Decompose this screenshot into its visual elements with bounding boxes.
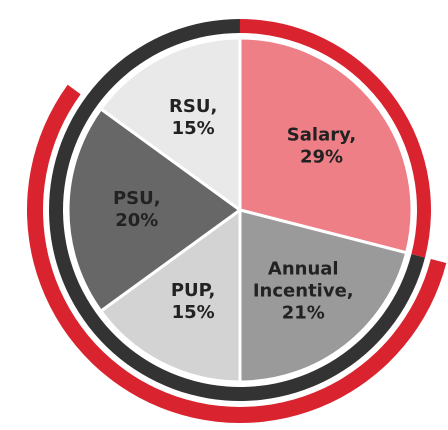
slice-value-label: 15% [172,302,215,323]
pie-slice [238,36,414,255]
pie-slice [98,207,242,384]
slice-label: RSU, [169,96,217,117]
slice-value-label: 20% [115,210,158,231]
slice-label: PSU, [113,188,161,209]
slice-value-label: 29% [300,147,343,168]
pie-slice [66,106,243,314]
slice-value-label: 21% [282,303,325,324]
pie-slice [238,208,409,384]
slice-label: Salary, [287,125,356,146]
pie-slice [98,36,242,213]
slice-label: PUP, [171,280,216,301]
slice-label: Annual Incentive, [253,259,354,302]
slice-value-label: 15% [172,118,215,139]
